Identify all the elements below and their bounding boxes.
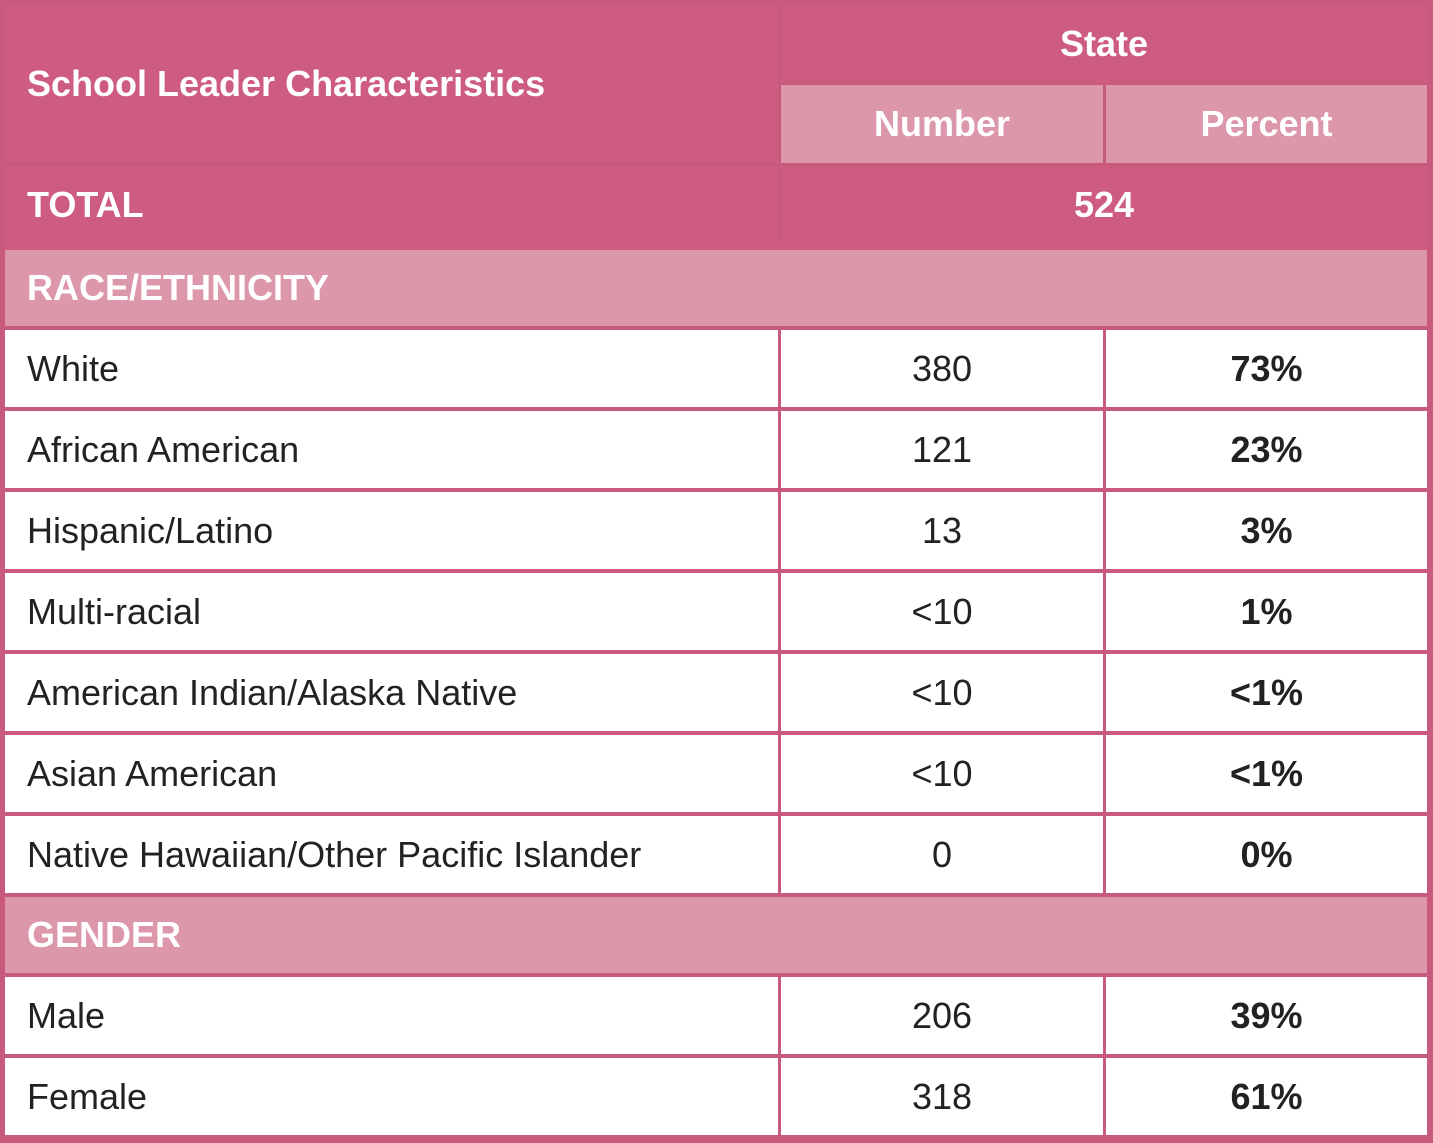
row-number: 13	[781, 492, 1103, 569]
row-number: 380	[781, 330, 1103, 407]
header-title: School Leader Characteristics	[5, 5, 778, 163]
row-label: White	[5, 330, 778, 407]
row-label: American Indian/Alaska Native	[5, 654, 778, 731]
row-percent: 23%	[1106, 411, 1427, 488]
row-percent: 0%	[1106, 816, 1427, 893]
row-label: Multi-racial	[5, 573, 778, 650]
row-label: Asian American	[5, 735, 778, 812]
row-label: African American	[5, 411, 778, 488]
row-label: Hispanic/Latino	[5, 492, 778, 569]
row-number: 0	[781, 816, 1103, 893]
section-title: RACE/ETHNICITY	[5, 250, 1427, 326]
row-number: 121	[781, 411, 1103, 488]
total-value: 524	[781, 166, 1427, 244]
total-label: TOTAL	[5, 166, 778, 244]
row-number: <10	[781, 654, 1103, 731]
row-percent: 3%	[1106, 492, 1427, 569]
row-label: Native Hawaiian/Other Pacific Islander	[5, 816, 778, 893]
row-percent: 39%	[1106, 977, 1427, 1054]
row-label: Male	[5, 977, 778, 1054]
divider	[5, 244, 1427, 250]
row-percent: <1%	[1106, 735, 1427, 812]
section-title: GENDER	[5, 897, 1427, 973]
column-header: Percent	[1106, 85, 1427, 163]
row-percent: 73%	[1106, 330, 1427, 407]
row-percent: 1%	[1106, 573, 1427, 650]
header-group: State	[781, 5, 1427, 83]
row-number: 318	[781, 1058, 1103, 1135]
column-header: Number	[781, 85, 1103, 163]
row-number: 206	[781, 977, 1103, 1054]
row-number: <10	[781, 735, 1103, 812]
row-percent: 61%	[1106, 1058, 1427, 1135]
row-percent: <1%	[1106, 654, 1427, 731]
row-label: Female	[5, 1058, 778, 1135]
row-number: <10	[781, 573, 1103, 650]
